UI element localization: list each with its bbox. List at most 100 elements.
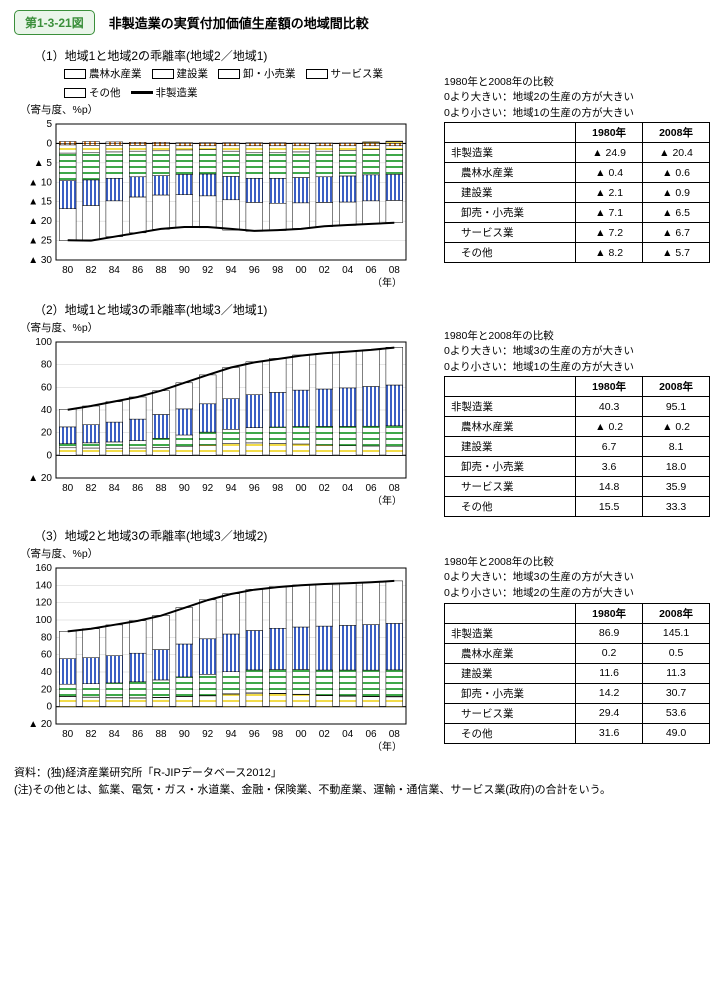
compare-sub-2: 0より小さい：地域1の生産の方が大きい <box>444 361 710 375</box>
compare-sub-2: 0より小さい：地域1の生産の方が大きい <box>444 107 710 121</box>
svg-text:▲ 10: ▲ 10 <box>28 177 52 188</box>
bar-retail <box>363 670 380 696</box>
bar-retail <box>199 432 216 445</box>
table-header: 1980年2008年 <box>445 603 710 623</box>
bar-constr <box>293 695 310 707</box>
bar-retail <box>386 670 403 697</box>
svg-text:140: 140 <box>35 581 52 592</box>
bar-service <box>293 627 310 670</box>
bar-service <box>269 392 286 427</box>
bar-constr <box>199 445 216 455</box>
bar-constr <box>293 146 310 152</box>
svg-text:86: 86 <box>132 729 144 740</box>
bar-constr <box>246 693 263 706</box>
bar-other <box>153 195 170 229</box>
bar-constr <box>316 146 333 151</box>
svg-text:20: 20 <box>41 685 53 696</box>
bar-agri <box>386 143 403 145</box>
svg-text:82: 82 <box>85 265 97 276</box>
bar-constr <box>386 142 403 144</box>
bar-other <box>339 202 356 225</box>
bar-service <box>316 389 333 426</box>
bar-agri <box>363 143 380 145</box>
table-row: 建設業 ▲ 2.1 ▲ 0.9 <box>445 183 710 203</box>
bar-service <box>129 177 146 197</box>
bar-constr <box>386 697 403 707</box>
svg-text:86: 86 <box>132 265 144 276</box>
bar-constr <box>339 446 356 456</box>
bar-retail <box>339 426 356 445</box>
table-row: 建設業 11.6 11.3 <box>445 663 710 683</box>
bar-constr <box>363 146 380 150</box>
bar-constr <box>176 146 193 150</box>
bar-service <box>153 176 170 195</box>
bar-retail <box>129 151 146 177</box>
bar-constr <box>153 146 170 151</box>
bar-retail <box>293 670 310 695</box>
bar-other <box>293 203 310 229</box>
panel-3: （3）地域2と地域3の乖離率(地域3／地域2) （寄与度、%p） ▲ 20020… <box>14 527 710 755</box>
bar-constr <box>269 146 286 153</box>
bar-service <box>176 644 193 677</box>
svg-text:80: 80 <box>62 729 74 740</box>
bar-other <box>176 195 193 228</box>
bar-agri <box>339 143 356 145</box>
bar-other <box>199 375 216 404</box>
bar-other <box>129 621 146 654</box>
bar-other <box>246 590 263 631</box>
bar-retail <box>83 684 100 697</box>
bar-other <box>176 383 193 409</box>
bar-agri <box>153 143 170 145</box>
chart-svg: ▲ 30▲ 25▲ 20▲ 15▲ 10▲ 505808284868890929… <box>14 118 414 288</box>
bar-other <box>83 406 100 425</box>
bar-retail <box>339 670 356 696</box>
svg-text:02: 02 <box>319 265 331 276</box>
svg-text:96: 96 <box>249 729 261 740</box>
bar-retail <box>269 153 286 179</box>
svg-text:82: 82 <box>85 729 97 740</box>
bar-other <box>363 201 380 224</box>
svg-text:00: 00 <box>295 265 307 276</box>
svg-text:88: 88 <box>155 265 167 276</box>
svg-text:▲ 5: ▲ 5 <box>34 158 53 169</box>
bar-service <box>106 178 123 201</box>
svg-text:88: 88 <box>155 483 167 494</box>
table-row: 卸売・小売業 14.2 30.7 <box>445 683 710 703</box>
bar-service <box>316 177 333 203</box>
svg-text:08: 08 <box>389 729 401 740</box>
svg-text:04: 04 <box>342 265 354 276</box>
compare-sub-1: 0より大きい：地域3の生産の方が大きい <box>444 571 710 585</box>
svg-text:06: 06 <box>365 729 377 740</box>
bar-retail <box>176 150 193 175</box>
bar-agri <box>316 143 333 145</box>
svg-text:20: 20 <box>41 428 53 439</box>
bar-retail <box>316 670 333 695</box>
svg-text:98: 98 <box>272 265 284 276</box>
bar-service <box>59 659 76 685</box>
svg-text:▲ 20: ▲ 20 <box>28 473 52 484</box>
bar-retail <box>363 150 380 175</box>
bar-service <box>176 409 193 435</box>
bar-retail <box>269 427 286 443</box>
bar-service <box>246 631 263 670</box>
bar-other <box>176 608 193 644</box>
bar-service <box>363 175 380 201</box>
legend: 農林水産業 建設業 卸・小売業 サービス業 その他 非製造業 <box>64 66 434 100</box>
svg-text:02: 02 <box>319 729 331 740</box>
y-axis-label: （寄与度、%p） <box>20 546 434 561</box>
bar-service <box>339 176 356 202</box>
svg-text:84: 84 <box>109 729 121 740</box>
bar-other <box>83 629 100 658</box>
bar-constr <box>199 146 216 150</box>
bar-retail <box>246 153 263 179</box>
chart-svg: ▲ 20020406080100120140160808284868890929… <box>14 562 414 752</box>
svg-text:（年）: （年） <box>372 276 402 288</box>
bar-other <box>83 206 100 240</box>
bar-other <box>223 200 240 230</box>
bar-retail <box>223 151 240 176</box>
side-box: 1980年と2008年の比較 0より大きい：地域3の生産の方が大きい 0より小さ… <box>444 320 710 517</box>
table-row: 非製造業 86.9 145.1 <box>445 623 710 643</box>
bar-retail <box>106 152 123 178</box>
bar-constr <box>59 145 76 153</box>
bar-other <box>293 355 310 390</box>
